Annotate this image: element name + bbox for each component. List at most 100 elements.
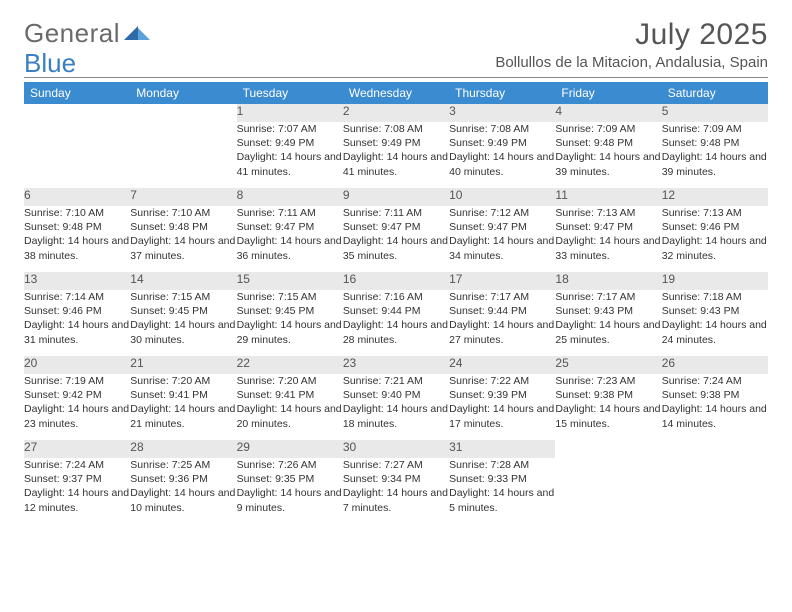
day-number-cell: 22 (237, 356, 343, 374)
detail-line: Daylight: 14 hours and 33 minutes. (555, 234, 661, 262)
day-number-cell (662, 440, 768, 458)
detail-line: Sunrise: 7:25 AM (130, 458, 236, 472)
day-number-cell (24, 104, 130, 122)
detail-line: Sunrise: 7:09 AM (555, 122, 661, 136)
brand-logo: General (24, 18, 150, 49)
detail-line: Sunset: 9:38 PM (555, 388, 661, 402)
day-number-cell: 31 (449, 440, 555, 458)
day-detail-cell: Sunrise: 7:19 AMSunset: 9:42 PMDaylight:… (24, 374, 130, 440)
brand-part1: General (24, 18, 120, 49)
day-detail-row: Sunrise: 7:14 AMSunset: 9:46 PMDaylight:… (24, 290, 768, 356)
day-detail-cell: Sunrise: 7:08 AMSunset: 9:49 PMDaylight:… (343, 122, 449, 188)
detail-line: Sunrise: 7:16 AM (343, 290, 449, 304)
day-number-cell: 7 (130, 188, 236, 206)
day-detail-cell: Sunrise: 7:13 AMSunset: 9:47 PMDaylight:… (555, 206, 661, 272)
detail-line: Sunrise: 7:26 AM (237, 458, 343, 472)
day-number-cell: 1 (237, 104, 343, 122)
detail-line: Sunrise: 7:10 AM (24, 206, 130, 220)
detail-line: Sunrise: 7:11 AM (343, 206, 449, 220)
day-detail-cell: Sunrise: 7:15 AMSunset: 9:45 PMDaylight:… (130, 290, 236, 356)
day-detail-cell: Sunrise: 7:22 AMSunset: 9:39 PMDaylight:… (449, 374, 555, 440)
detail-line: Sunrise: 7:07 AM (237, 122, 343, 136)
detail-line: Sunset: 9:41 PM (237, 388, 343, 402)
detail-line: Daylight: 14 hours and 17 minutes. (449, 402, 555, 430)
detail-line: Sunrise: 7:15 AM (237, 290, 343, 304)
detail-line: Sunset: 9:44 PM (449, 304, 555, 318)
day-number-cell: 10 (449, 188, 555, 206)
day-number-cell: 17 (449, 272, 555, 290)
day-detail-cell: Sunrise: 7:24 AMSunset: 9:38 PMDaylight:… (662, 374, 768, 440)
day-detail-cell: Sunrise: 7:17 AMSunset: 9:43 PMDaylight:… (555, 290, 661, 356)
day-detail-row: Sunrise: 7:24 AMSunset: 9:37 PMDaylight:… (24, 458, 768, 524)
detail-line: Sunrise: 7:09 AM (662, 122, 768, 136)
day-number-row: 6789101112 (24, 188, 768, 206)
detail-line: Daylight: 14 hours and 39 minutes. (662, 150, 768, 178)
detail-line: Sunset: 9:34 PM (343, 472, 449, 486)
day-detail-cell: Sunrise: 7:12 AMSunset: 9:47 PMDaylight:… (449, 206, 555, 272)
detail-line: Daylight: 14 hours and 25 minutes. (555, 318, 661, 346)
day-detail-cell: Sunrise: 7:28 AMSunset: 9:33 PMDaylight:… (449, 458, 555, 524)
col-thursday: Thursday (449, 82, 555, 104)
detail-line: Sunset: 9:44 PM (343, 304, 449, 318)
detail-line: Sunset: 9:47 PM (237, 220, 343, 234)
detail-line: Sunrise: 7:27 AM (343, 458, 449, 472)
day-number-cell: 20 (24, 356, 130, 374)
detail-line: Sunrise: 7:17 AM (449, 290, 555, 304)
day-detail-cell: Sunrise: 7:11 AMSunset: 9:47 PMDaylight:… (237, 206, 343, 272)
detail-line: Daylight: 14 hours and 39 minutes. (555, 150, 661, 178)
detail-line: Sunrise: 7:22 AM (449, 374, 555, 388)
detail-line: Daylight: 14 hours and 9 minutes. (237, 486, 343, 514)
detail-line: Sunset: 9:45 PM (237, 304, 343, 318)
day-detail-cell: Sunrise: 7:16 AMSunset: 9:44 PMDaylight:… (343, 290, 449, 356)
day-detail-cell: Sunrise: 7:15 AMSunset: 9:45 PMDaylight:… (237, 290, 343, 356)
brand-triangle-icon (124, 18, 150, 49)
detail-line: Daylight: 14 hours and 20 minutes. (237, 402, 343, 430)
day-number-cell (555, 440, 661, 458)
detail-line: Sunrise: 7:13 AM (555, 206, 661, 220)
detail-line: Sunrise: 7:23 AM (555, 374, 661, 388)
detail-line: Sunset: 9:43 PM (555, 304, 661, 318)
col-wednesday: Wednesday (343, 82, 449, 104)
day-detail-cell (130, 122, 236, 188)
detail-line: Sunset: 9:48 PM (555, 136, 661, 150)
day-number-cell: 28 (130, 440, 236, 458)
detail-line: Daylight: 14 hours and 12 minutes. (24, 486, 130, 514)
day-number-cell: 24 (449, 356, 555, 374)
day-number-cell: 14 (130, 272, 236, 290)
detail-line: Daylight: 14 hours and 37 minutes. (130, 234, 236, 262)
detail-line: Sunset: 9:37 PM (24, 472, 130, 486)
col-saturday: Saturday (662, 82, 768, 104)
day-detail-row: Sunrise: 7:10 AMSunset: 9:48 PMDaylight:… (24, 206, 768, 272)
day-detail-row: Sunrise: 7:19 AMSunset: 9:42 PMDaylight:… (24, 374, 768, 440)
detail-line: Sunset: 9:38 PM (662, 388, 768, 402)
detail-line: Daylight: 14 hours and 18 minutes. (343, 402, 449, 430)
detail-line: Sunset: 9:42 PM (24, 388, 130, 402)
day-detail-cell: Sunrise: 7:18 AMSunset: 9:43 PMDaylight:… (662, 290, 768, 356)
day-number-cell: 27 (24, 440, 130, 458)
detail-line: Sunrise: 7:20 AM (130, 374, 236, 388)
col-monday: Monday (130, 82, 236, 104)
day-detail-cell: Sunrise: 7:26 AMSunset: 9:35 PMDaylight:… (237, 458, 343, 524)
detail-line: Daylight: 14 hours and 10 minutes. (130, 486, 236, 514)
day-number-cell: 23 (343, 356, 449, 374)
detail-line: Daylight: 14 hours and 41 minutes. (237, 150, 343, 178)
day-header-row: Sunday Monday Tuesday Wednesday Thursday… (24, 82, 768, 104)
detail-line: Daylight: 14 hours and 30 minutes. (130, 318, 236, 346)
day-number-cell: 4 (555, 104, 661, 122)
day-number-cell: 18 (555, 272, 661, 290)
day-number-cell: 2 (343, 104, 449, 122)
detail-line: Sunrise: 7:12 AM (449, 206, 555, 220)
day-number-cell: 29 (237, 440, 343, 458)
day-detail-cell: Sunrise: 7:23 AMSunset: 9:38 PMDaylight:… (555, 374, 661, 440)
detail-line: Daylight: 14 hours and 36 minutes. (237, 234, 343, 262)
day-number-cell: 5 (662, 104, 768, 122)
detail-line: Sunrise: 7:14 AM (24, 290, 130, 304)
day-detail-cell: Sunrise: 7:09 AMSunset: 9:48 PMDaylight:… (555, 122, 661, 188)
detail-line: Sunrise: 7:18 AM (662, 290, 768, 304)
detail-line: Daylight: 14 hours and 14 minutes. (662, 402, 768, 430)
day-number-row: 13141516171819 (24, 272, 768, 290)
day-detail-cell: Sunrise: 7:10 AMSunset: 9:48 PMDaylight:… (130, 206, 236, 272)
detail-line: Daylight: 14 hours and 32 minutes. (662, 234, 768, 262)
detail-line: Sunrise: 7:21 AM (343, 374, 449, 388)
day-detail-cell: Sunrise: 7:20 AMSunset: 9:41 PMDaylight:… (237, 374, 343, 440)
